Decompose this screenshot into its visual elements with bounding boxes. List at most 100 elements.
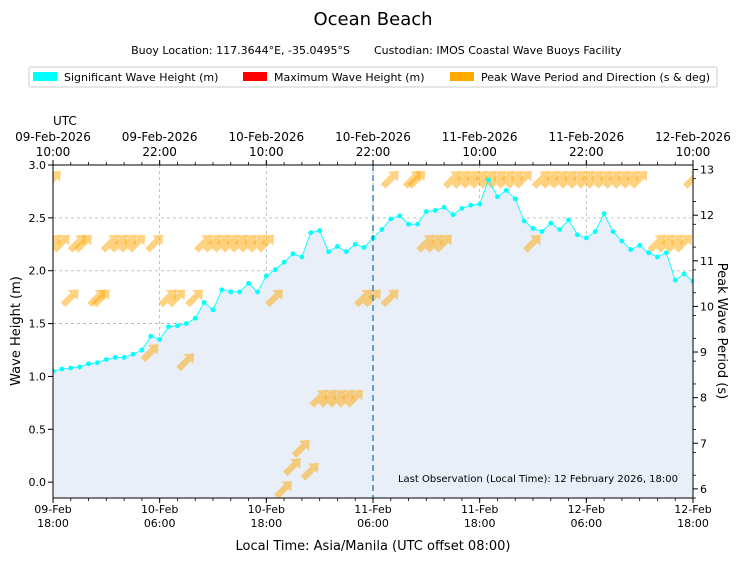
wave-height-point bbox=[646, 250, 651, 256]
peak-period-arrow bbox=[53, 170, 61, 184]
wave-height-point bbox=[228, 289, 234, 295]
bottom-tick-date: 09-Feb bbox=[34, 503, 71, 516]
x-axis-label: Local Time: Asia/Manila (UTC offset 08:0… bbox=[236, 539, 511, 554]
peak-period-arrow bbox=[549, 170, 568, 189]
peak-period-arrow bbox=[354, 289, 372, 308]
wave-height-point bbox=[103, 357, 109, 362]
legend-frame bbox=[28, 66, 718, 88]
top-tick-time: 10:00 bbox=[676, 145, 711, 159]
y2-axis-label: Peak Wave Period (s) bbox=[714, 263, 729, 399]
right-y-axis: 6 7 8 9 10 11 12 13 bbox=[693, 164, 714, 499]
peak-period-arrow bbox=[425, 234, 443, 253]
wave-height-point bbox=[112, 355, 118, 360]
peak-period-arrow bbox=[611, 170, 630, 189]
top-tick-date: 09-Feb-2026 bbox=[122, 130, 198, 144]
peak-period-arrow bbox=[558, 170, 577, 189]
peak-period-arrow bbox=[67, 234, 86, 253]
peak-period-arrow bbox=[380, 289, 399, 308]
wave-height-point bbox=[450, 212, 456, 218]
wave-height-point bbox=[495, 194, 500, 200]
peak-period-arrow bbox=[594, 170, 612, 189]
legend-swatch-hs bbox=[33, 72, 57, 81]
top-tick-date: 10-Feb-2026 bbox=[335, 130, 411, 144]
wave-height-point bbox=[352, 241, 358, 247]
wave-height-point bbox=[237, 289, 243, 295]
wave-height-point bbox=[459, 205, 465, 211]
peak-period-arrow bbox=[443, 170, 461, 189]
peak-period-arrow bbox=[523, 234, 541, 253]
wave-height-point bbox=[68, 365, 74, 371]
wave-height-point bbox=[139, 347, 145, 353]
wave-height-point bbox=[263, 273, 269, 279]
y-tick-label: 0.5 bbox=[29, 423, 47, 436]
wave-height-point bbox=[477, 201, 483, 207]
peak-period-arrow bbox=[203, 234, 221, 253]
bottom-tick-date: 11-Feb bbox=[354, 503, 391, 516]
legend: Significant Wave Height (m) Maximum Wave… bbox=[28, 66, 718, 88]
peak-period-arrow bbox=[176, 353, 195, 372]
wave-height-point bbox=[219, 287, 225, 293]
wave-height-point bbox=[530, 226, 536, 231]
peak-period-arrow bbox=[460, 170, 479, 189]
wave-height-point bbox=[548, 220, 554, 226]
custodian: Custodian: IMOS Coastal Wave Buoys Facil… bbox=[374, 44, 622, 57]
peak-period-arrow bbox=[629, 170, 648, 189]
wave-height-point bbox=[326, 249, 331, 255]
legend-label-hmax: Maximum Wave Height (m) bbox=[274, 71, 425, 84]
last-observation-annotation: Last Observation (Local Time): 12 Februa… bbox=[398, 474, 678, 485]
peak-period-arrow bbox=[434, 234, 452, 253]
wave-height-point bbox=[130, 351, 136, 357]
top-tick-date: 11-Feb-2026 bbox=[442, 130, 518, 144]
y-tick-label: 1.5 bbox=[29, 318, 47, 331]
bottom-tick-time: 06:00 bbox=[144, 517, 176, 530]
wave-height-point bbox=[59, 366, 65, 372]
top-tick-date: 11-Feb-2026 bbox=[548, 130, 624, 144]
wave-height-point bbox=[503, 187, 509, 193]
peak-period-arrow bbox=[683, 171, 693, 189]
peak-period-arrow bbox=[220, 234, 239, 253]
peak-period-arrow bbox=[318, 389, 337, 408]
peak-period-arrow bbox=[53, 234, 70, 253]
peak-period-arrow bbox=[256, 234, 275, 253]
wave-height-point bbox=[95, 360, 100, 366]
y2-tick-label: 8 bbox=[700, 392, 707, 405]
peak-period-arrow bbox=[567, 170, 586, 189]
legend-label-peak: Peak Wave Period and Direction (s & deg) bbox=[481, 71, 710, 84]
y2-tick-label: 7 bbox=[700, 437, 707, 450]
wave-height-point bbox=[521, 218, 527, 224]
wave-height-point bbox=[539, 229, 545, 235]
top-tick-time: 22:00 bbox=[569, 145, 604, 159]
peak-period-arrow bbox=[283, 458, 301, 477]
peak-period-arrow bbox=[540, 170, 559, 189]
peak-period-arrow bbox=[487, 170, 506, 189]
left-y-axis: 0.0 0.5 1.0 1.5 2.0 2.5 3.0 bbox=[29, 159, 53, 489]
wave-height-point bbox=[201, 300, 207, 305]
wave-height-point bbox=[681, 271, 687, 277]
y-tick-label: 2.0 bbox=[29, 265, 47, 278]
bottom-tick-time: 06:00 bbox=[570, 517, 602, 530]
peak-period-arrow bbox=[127, 234, 146, 253]
bottom-tick-time: 18:00 bbox=[464, 517, 496, 530]
bottom-tick-time: 18:00 bbox=[250, 517, 282, 530]
peak-period-arrow bbox=[60, 289, 79, 308]
top-tick-time: 22:00 bbox=[356, 145, 391, 159]
wave-height-point bbox=[628, 247, 634, 252]
top-tick-time: 10:00 bbox=[462, 145, 497, 159]
wave-height-point bbox=[77, 364, 83, 370]
wave-height-point bbox=[619, 238, 625, 244]
wave-height-point bbox=[592, 229, 598, 235]
peak-period-arrow bbox=[300, 462, 319, 481]
wave-height-point bbox=[566, 217, 571, 223]
wave-height-point bbox=[468, 202, 474, 208]
peak-period-arrow bbox=[74, 234, 92, 253]
peak-period-arrow bbox=[145, 234, 163, 253]
wave-height-point bbox=[210, 307, 216, 313]
wave-height-point bbox=[583, 235, 589, 241]
bottom-tick-time: 06:00 bbox=[357, 517, 389, 530]
wave-height-point bbox=[255, 289, 260, 295]
peak-period-arrow bbox=[451, 170, 470, 189]
wave-height-series bbox=[53, 177, 693, 374]
peak-period-arrow bbox=[665, 234, 683, 253]
peak-period-arrow bbox=[309, 389, 328, 408]
wave-height-point bbox=[86, 361, 91, 367]
